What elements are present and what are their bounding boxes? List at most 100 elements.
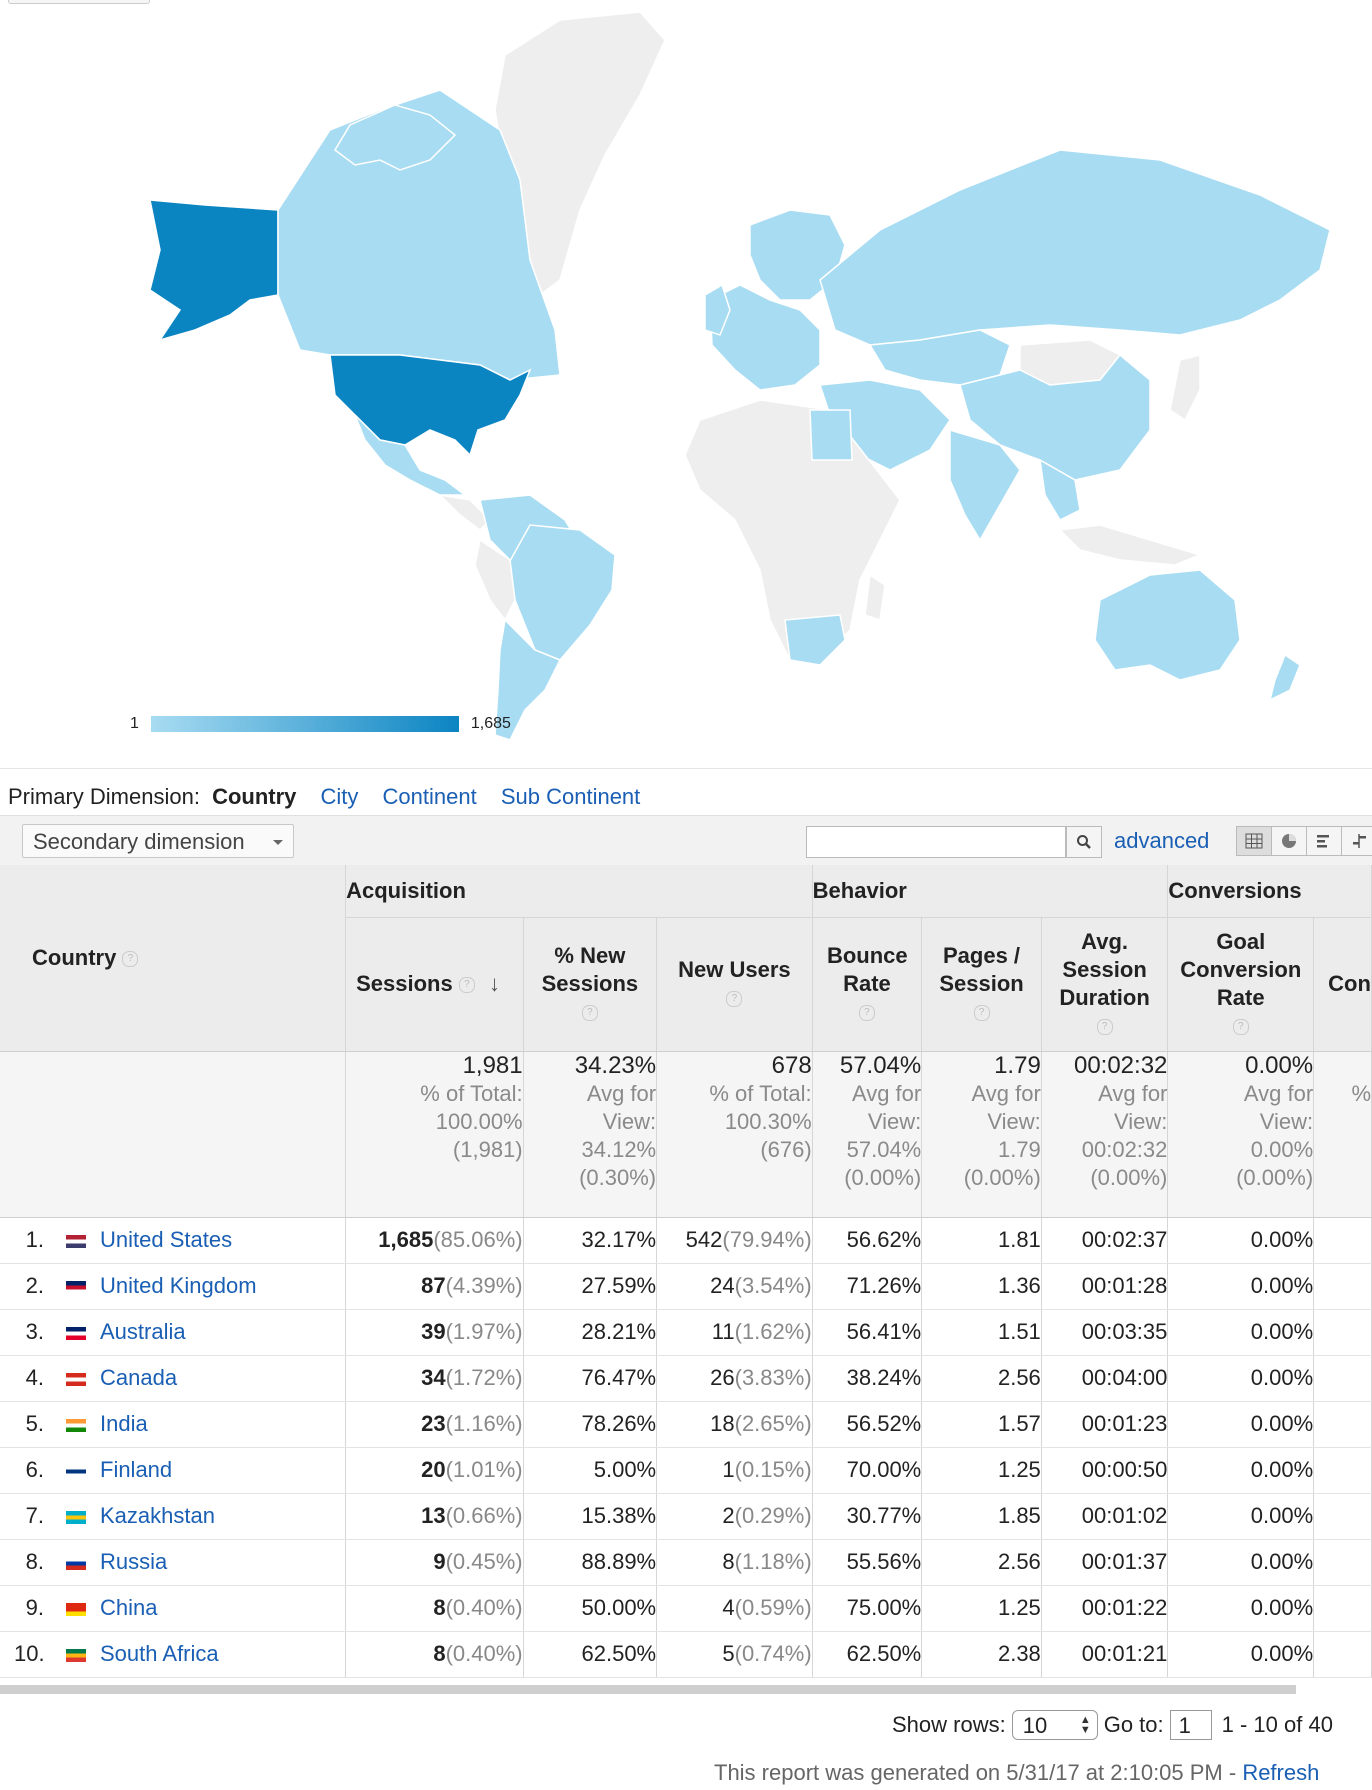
country-link[interactable]: Australia xyxy=(100,1319,186,1344)
avg-duration-cell: 00:01:37 xyxy=(1041,1539,1169,1586)
pages-session-cell: 1.51 xyxy=(921,1309,1042,1356)
dimension-link-sub-continent[interactable]: Sub Continent xyxy=(500,784,641,809)
pages-session-cell: 1.81 xyxy=(921,1217,1042,1264)
advanced-filter-link[interactable]: advanced xyxy=(1114,828,1210,853)
country-link[interactable]: United States xyxy=(100,1227,233,1252)
column-header-pages-session[interactable]: Pages / Session? xyxy=(921,917,1042,1052)
dimension-link-city[interactable]: City xyxy=(320,784,359,809)
map-region-australia xyxy=(1094,569,1241,681)
legend-min: 1 xyxy=(130,715,139,732)
country-link[interactable]: Russia xyxy=(100,1549,168,1574)
pages-session-cell: 2.56 xyxy=(921,1539,1042,1586)
total-note: (0.00%) xyxy=(1236,1164,1314,1190)
search-button[interactable] xyxy=(1066,826,1102,858)
bar-view-icon[interactable] xyxy=(1306,826,1342,856)
comparison-view-icon[interactable] xyxy=(1341,826,1372,856)
sessions-value: 23 xyxy=(421,1411,446,1436)
total-bounce-rate: 57.04% Avg for View: 57.04% (0.00%) xyxy=(812,1051,923,1218)
new-sessions-cell: 5.00% xyxy=(523,1447,658,1494)
help-icon: ? xyxy=(458,977,475,994)
sessions-pct: (1.97%) xyxy=(445,1319,523,1344)
sessions-cell: 34(1.72%) xyxy=(345,1355,524,1402)
new-users-cell: 18(2.65%) xyxy=(656,1401,813,1448)
sessions-pct: (4.39%) xyxy=(445,1273,523,1298)
avg-duration-header-label: Avg. Session Duration xyxy=(1059,929,1150,1010)
new-users-value: 5 xyxy=(722,1641,735,1666)
table-view-icon[interactable] xyxy=(1236,826,1272,856)
pagination: Show rows: 10 ▲ ▼ Go to: 1 1 - 10 of 40 xyxy=(892,1710,1333,1740)
avg-duration-cell: 00:04:00 xyxy=(1041,1355,1169,1402)
sessions-value: 87 xyxy=(421,1273,446,1298)
sessions-cell: 8(0.40%) xyxy=(345,1585,524,1632)
country-link[interactable]: South Africa xyxy=(100,1641,219,1666)
column-header-country[interactable]: Country ? xyxy=(0,865,347,1052)
dimension-link-continent[interactable]: Continent xyxy=(382,784,477,809)
refresh-link[interactable]: Refresh xyxy=(1242,1760,1320,1785)
divider xyxy=(0,768,1372,769)
map-region-alaska xyxy=(149,199,279,342)
new-sessions-header-label: % New Sessions xyxy=(541,943,639,996)
total-bounce-value: 57.04% xyxy=(839,1051,922,1079)
sessions-pct: (85.06%) xyxy=(433,1227,523,1252)
total-note: (0.30%) xyxy=(579,1164,657,1190)
total-note: View: xyxy=(987,1108,1041,1134)
sessions-cell: 23(1.16%) xyxy=(345,1401,524,1448)
show-rows-label: Show rows: xyxy=(892,1712,1006,1737)
country-link[interactable]: India xyxy=(100,1411,148,1436)
total-goal-conversion: 0.00% Avg for View: 0.00% (0.00%) xyxy=(1167,1051,1315,1218)
column-header-new-users[interactable]: New Users? xyxy=(656,917,813,1052)
country-link[interactable]: Canada xyxy=(100,1365,178,1390)
pie-view-icon[interactable] xyxy=(1271,826,1307,856)
country-link[interactable]: Finland xyxy=(100,1457,173,1482)
stepper-icon: ▲ ▼ xyxy=(1079,1714,1091,1736)
bounce-rate-cell: 38.24% xyxy=(812,1355,923,1402)
new-users-pct: (1.18%) xyxy=(734,1549,812,1574)
horizontal-scrollbar[interactable] xyxy=(0,1685,1296,1694)
goto-input[interactable]: 1 xyxy=(1169,1710,1212,1740)
table-row: 9. China 8(0.40%) 50.00% 4(0.59%) 75.00% 1.25 0… xyxy=(0,1585,1372,1632)
new-users-cell: 1(0.15%) xyxy=(656,1447,813,1494)
new-sessions-cell: 32.17% xyxy=(523,1217,658,1264)
country-link[interactable]: China xyxy=(100,1595,158,1620)
table-row: 4. Canada 34(1.72%) 76.47% 26(3.83%) 38.24% 2.… xyxy=(0,1355,1372,1402)
country-cell: 3. Australia xyxy=(0,1309,347,1356)
primary-dimension-label: Primary Dimension: xyxy=(8,784,200,809)
column-header-goal-conversion-rate[interactable]: Goal Conversion Rate? xyxy=(1167,917,1315,1052)
group-header-conversions: Conversions xyxy=(1167,865,1372,918)
map-region-russia xyxy=(819,149,1331,346)
total-sessions-value: 1,981 xyxy=(462,1051,523,1079)
column-header-sessions[interactable]: Sessions ? ↓ xyxy=(345,917,524,1052)
help-icon: ? xyxy=(973,1005,990,1022)
truncated-cell xyxy=(1313,1355,1372,1402)
total-avg-duration: 00:02:32 Avg for View: 00:02:32 (0.00%) xyxy=(1041,1051,1169,1218)
new-users-value: 24 xyxy=(710,1273,735,1298)
country-link[interactable]: Kazakhstan xyxy=(100,1503,215,1528)
secondary-dimension-dropdown[interactable]: Secondary dimension xyxy=(22,824,294,858)
top-button[interactable] xyxy=(8,0,150,4)
new-sessions-cell: 27.59% xyxy=(523,1263,658,1310)
bounce-rate-cell: 71.26% xyxy=(812,1263,923,1310)
new-users-pct: (0.15%) xyxy=(734,1457,812,1482)
new-users-value: 26 xyxy=(710,1365,735,1390)
sessions-value: 13 xyxy=(421,1503,446,1528)
column-header-new-sessions[interactable]: % New Sessions? xyxy=(523,917,658,1052)
country-link[interactable]: United Kingdom xyxy=(100,1273,257,1298)
table-search-input[interactable] xyxy=(806,826,1066,858)
truncated-cell xyxy=(1313,1309,1372,1356)
new-users-pct: (0.29%) xyxy=(734,1503,812,1528)
column-header-avg-session-duration[interactable]: Avg. Session Duration? xyxy=(1041,917,1169,1052)
row-number: 6. xyxy=(25,1457,44,1482)
pages-session-cell: 1.57 xyxy=(921,1401,1042,1448)
column-header-bounce-rate[interactable]: Bounce Rate? xyxy=(812,917,923,1052)
bounce-rate-cell: 62.50% xyxy=(812,1631,923,1678)
goal-conversion-cell: 0.00% xyxy=(1167,1493,1315,1540)
show-rows-value: 10 xyxy=(1022,1713,1048,1738)
map-region-egypt xyxy=(809,409,853,461)
show-rows-select[interactable]: 10 ▲ ▼ xyxy=(1011,1710,1098,1740)
table-row: 6. Finland 20(1.01%) 5.00% 1(0.15%) 70.00% 1.2… xyxy=(0,1447,1372,1494)
sessions-pct: (1.72%) xyxy=(445,1365,523,1390)
help-icon: ? xyxy=(581,1005,598,1022)
pages-session-cell: 2.56 xyxy=(921,1355,1042,1402)
new-sessions-cell: 88.89% xyxy=(523,1539,658,1586)
pages-session-header-label: Pages / Session xyxy=(939,943,1024,996)
